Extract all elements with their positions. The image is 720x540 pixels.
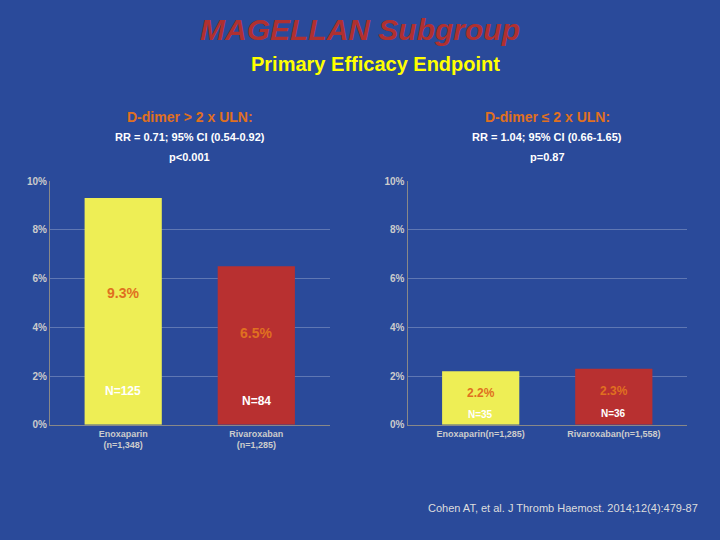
svg-text:D-dimer ≤ 2 x ULN:: D-dimer ≤ 2 x ULN: bbox=[485, 109, 610, 125]
svg-text:0%: 0% bbox=[33, 419, 48, 430]
svg-text:Rivaroxaban(n=1,558): Rivaroxaban(n=1,558) bbox=[567, 429, 660, 439]
svg-text:Primary Efficacy Endpoint: Primary Efficacy Endpoint bbox=[251, 53, 500, 75]
svg-text:Enoxaparin(n=1,285): Enoxaparin(n=1,285) bbox=[437, 429, 525, 439]
svg-text:RR = 1.04; 95% CI (0.66-1.65): RR = 1.04; 95% CI (0.66-1.65) bbox=[472, 131, 622, 143]
svg-text:6.5%: 6.5% bbox=[240, 325, 272, 341]
svg-text:p<0.001: p<0.001 bbox=[169, 151, 210, 163]
svg-text:4%: 4% bbox=[33, 322, 48, 333]
svg-text:0%: 0% bbox=[390, 419, 405, 430]
svg-text:N=35: N=35 bbox=[468, 409, 493, 420]
svg-text:9.3%: 9.3% bbox=[107, 285, 139, 301]
svg-text:Rivaroxaban(n=1,285): Rivaroxaban(n=1,285) bbox=[229, 429, 283, 451]
svg-text:N=125: N=125 bbox=[105, 384, 141, 398]
svg-text:2%: 2% bbox=[33, 371, 48, 382]
svg-text:8%: 8% bbox=[33, 224, 48, 235]
svg-text:10%: 10% bbox=[27, 176, 47, 187]
svg-text:2.2%: 2.2% bbox=[467, 386, 495, 400]
svg-text:MAGELLAN Subgroup: MAGELLAN Subgroup bbox=[200, 13, 520, 46]
svg-text:6%: 6% bbox=[390, 273, 405, 284]
svg-text:Cohen AT, et al. J Thromb Haem: Cohen AT, et al. J Thromb Haemost. 2014;… bbox=[428, 502, 698, 514]
svg-text:Enoxaparin(n=1,348): Enoxaparin(n=1,348) bbox=[99, 429, 148, 451]
svg-text:p=0.87: p=0.87 bbox=[530, 151, 565, 163]
svg-text:10%: 10% bbox=[384, 176, 404, 187]
svg-text:6%: 6% bbox=[33, 273, 48, 284]
svg-text:N=84: N=84 bbox=[242, 394, 271, 408]
svg-text:2.3%: 2.3% bbox=[600, 384, 628, 398]
svg-text:RR = 0.71; 95% CI (0.54-0.92): RR = 0.71; 95% CI (0.54-0.92) bbox=[115, 131, 265, 143]
svg-text:D-dimer > 2 x ULN:: D-dimer > 2 x ULN: bbox=[127, 109, 253, 125]
svg-text:8%: 8% bbox=[390, 224, 405, 235]
svg-text:4%: 4% bbox=[390, 322, 405, 333]
svg-text:2%: 2% bbox=[390, 371, 405, 382]
svg-text:N=36: N=36 bbox=[601, 408, 626, 419]
